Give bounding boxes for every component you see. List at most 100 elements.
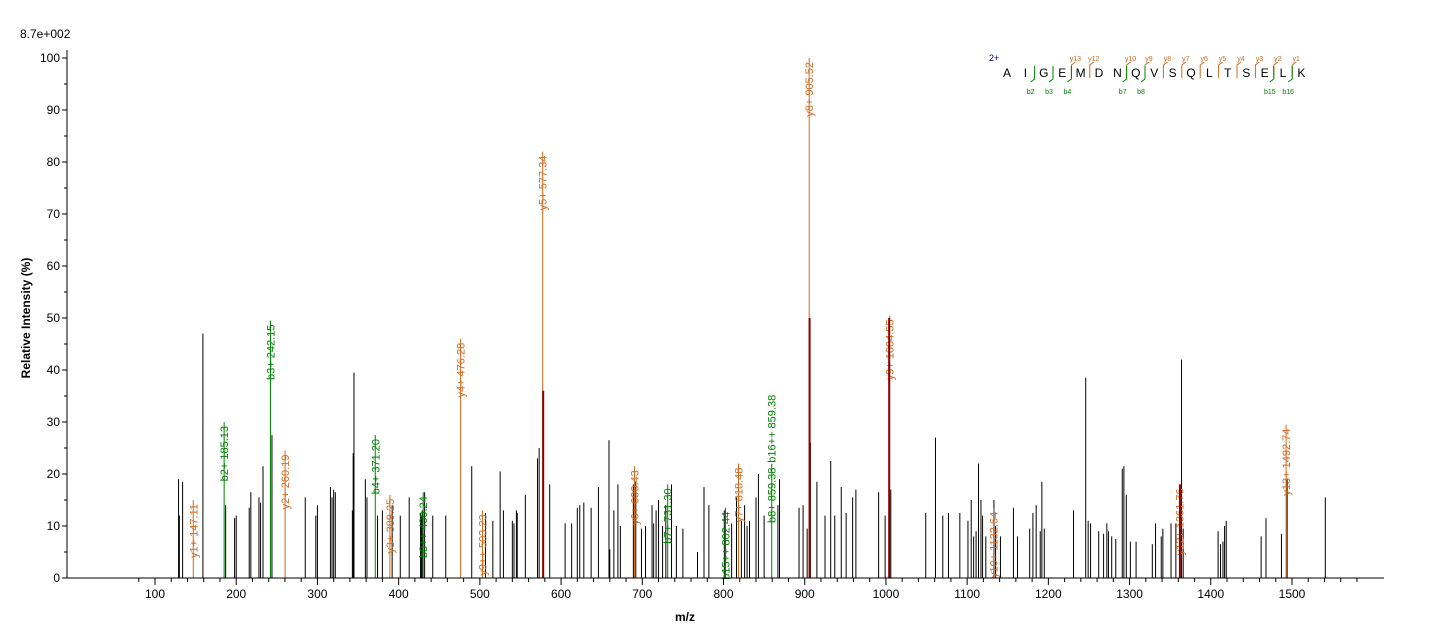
y-tick-label: 0 bbox=[53, 571, 60, 585]
peak-label: b3+ 242.15 bbox=[265, 325, 277, 380]
y-tick-label: 60 bbox=[47, 259, 61, 273]
b-ion-bracket bbox=[1067, 66, 1072, 83]
intensity-scale-label: 8.7e+002 bbox=[20, 27, 71, 41]
y-ion-bracket bbox=[1254, 61, 1260, 78]
peaks-layer: y1+ 147.11 b2+ 185.13 b3+ 242.15 y2+ 260.19… bbox=[178, 58, 1326, 580]
x-tick-label: 200 bbox=[226, 587, 246, 601]
peak-label: y4+ 476.28 bbox=[456, 343, 468, 398]
y-ion-bracket bbox=[1181, 61, 1187, 78]
y-tick-label: 70 bbox=[47, 207, 61, 221]
y-ion-label: y9 bbox=[1145, 56, 1153, 63]
y-ion-label: y4 bbox=[1237, 56, 1245, 63]
peak-label: y9+ 1004.55 bbox=[885, 319, 897, 380]
y-ion-bracket bbox=[1236, 61, 1242, 78]
peak-label: y7+ 818.48 bbox=[734, 468, 746, 523]
sequence-residue: V bbox=[1150, 66, 1158, 80]
b-ion-label: b7 bbox=[1119, 89, 1127, 96]
sequence-residue: A bbox=[1003, 66, 1011, 80]
x-tick-label: 1100 bbox=[954, 587, 980, 601]
y-ion-label: y6 bbox=[1200, 56, 1208, 63]
b-ion-label: b4 bbox=[1064, 89, 1072, 96]
x-tick-label: 600 bbox=[551, 587, 571, 601]
peak-label: y1+ 147.11 bbox=[188, 504, 200, 558]
sequence-residue: K bbox=[1297, 66, 1305, 80]
peak-label: y6+ 690.43 bbox=[630, 470, 642, 525]
peak-label: y10+ 1132.64 bbox=[989, 512, 1001, 578]
x-tick-label: 400 bbox=[389, 587, 409, 601]
y-ion-bracket bbox=[1273, 61, 1279, 78]
peak-label: b15++ 802.44 bbox=[720, 512, 732, 580]
sequence-residue: L bbox=[1206, 66, 1213, 80]
x-tick-label: 1300 bbox=[1116, 587, 1143, 601]
x-tick-label: 900 bbox=[795, 587, 815, 601]
b-ion-label: b3 bbox=[1045, 89, 1053, 96]
b-ion-bracket bbox=[1140, 66, 1146, 83]
y-ion-bracket bbox=[1144, 61, 1150, 78]
b-ion-label: b15 bbox=[1264, 89, 1276, 96]
x-tick-label: 1500 bbox=[1279, 587, 1306, 601]
b-ion-bracket bbox=[1048, 66, 1054, 83]
sequence-residue: S bbox=[1242, 66, 1250, 80]
x-tick-label: 1000 bbox=[873, 587, 900, 601]
peak-label: y3+ 389.25 bbox=[385, 499, 397, 554]
sequence-residue: I bbox=[1024, 66, 1027, 80]
y-tick-label: 90 bbox=[47, 103, 61, 117]
y-ion-bracket bbox=[1218, 61, 1223, 78]
b-ion-label: b2 bbox=[1027, 89, 1035, 96]
charge-state-label: 2+ bbox=[989, 53, 999, 63]
y-ion-bracket bbox=[1199, 61, 1205, 78]
axes-layer: 0 10 20 30 40 50 60 70 80 90 100 100 200 300 400 500 600… bbox=[40, 50, 1384, 601]
peak-label: b2+ 185.13 bbox=[219, 426, 231, 481]
peak-label: y8+ 905.52 bbox=[804, 62, 816, 117]
y-ion-label: y3 bbox=[1256, 56, 1264, 63]
peak-label: b4+ 371.20 bbox=[370, 439, 382, 494]
y-ion-bracket bbox=[1089, 61, 1095, 78]
peak-label: b7+ 731.30 bbox=[663, 488, 675, 543]
y-ion-label: y10 bbox=[1125, 56, 1136, 63]
x-tick-label: 100 bbox=[145, 587, 165, 601]
sequence-residue: T bbox=[1224, 66, 1232, 80]
y-tick-label: 20 bbox=[47, 467, 61, 481]
sequence-residue: E bbox=[1058, 66, 1066, 80]
y-tick-label: 100 bbox=[40, 51, 60, 65]
sequence-residue: M bbox=[1076, 66, 1086, 80]
peak-label: y5+ 577.34 bbox=[538, 156, 550, 211]
b-ion-bracket bbox=[1269, 66, 1275, 83]
peak-label: b8+ 859.38 bbox=[767, 468, 779, 523]
y-ion-label: y1 bbox=[1292, 56, 1300, 63]
b-ion-label: b16 bbox=[1282, 89, 1294, 96]
b-ion-label: b8 bbox=[1137, 89, 1145, 96]
peak-label: y2+ 260.19 bbox=[280, 455, 292, 510]
x-tick-label: 500 bbox=[470, 587, 490, 601]
sequence-residue: D bbox=[1095, 66, 1104, 80]
y-ion-label: y8 bbox=[1164, 56, 1172, 63]
y-ion-label: y13 bbox=[1070, 56, 1081, 63]
y-tick-label: 40 bbox=[47, 363, 61, 377]
sequence-residue: E bbox=[1261, 66, 1269, 80]
x-tick-label: 700 bbox=[632, 587, 652, 601]
sequence-residue: Q bbox=[1186, 66, 1195, 80]
y-tick-label: 10 bbox=[47, 519, 61, 533]
b-ion-bracket bbox=[1122, 66, 1128, 83]
y-ion-label: y7 bbox=[1182, 56, 1190, 63]
sequence-residue: L bbox=[1280, 66, 1287, 80]
y-ion-label: y12 bbox=[1088, 56, 1099, 63]
b-ion-bracket bbox=[1030, 66, 1036, 83]
x-tick-label: 1400 bbox=[1197, 587, 1224, 601]
y-tick-label: 80 bbox=[47, 155, 61, 169]
sequence-residue: S bbox=[1169, 66, 1177, 80]
x-axis-title: m/z bbox=[675, 610, 695, 624]
y-axis-title: Relative Intensity (%) bbox=[19, 258, 33, 379]
y-tick-label: 30 bbox=[47, 415, 61, 429]
peak-label: b8++ 430.24 bbox=[418, 496, 430, 558]
peak-label: y9++ 503.23 bbox=[477, 514, 489, 575]
x-tick-label: 1200 bbox=[1035, 587, 1062, 601]
y-ion-bracket bbox=[1291, 61, 1297, 78]
peak-label: y13+ 1492.74 bbox=[1281, 429, 1293, 496]
y-ion-label: y2 bbox=[1274, 56, 1282, 63]
sequence-residue: Q bbox=[1131, 66, 1140, 80]
b-ion-bracket bbox=[1287, 66, 1293, 83]
peak-label: b16++ 859.38 bbox=[767, 395, 779, 463]
